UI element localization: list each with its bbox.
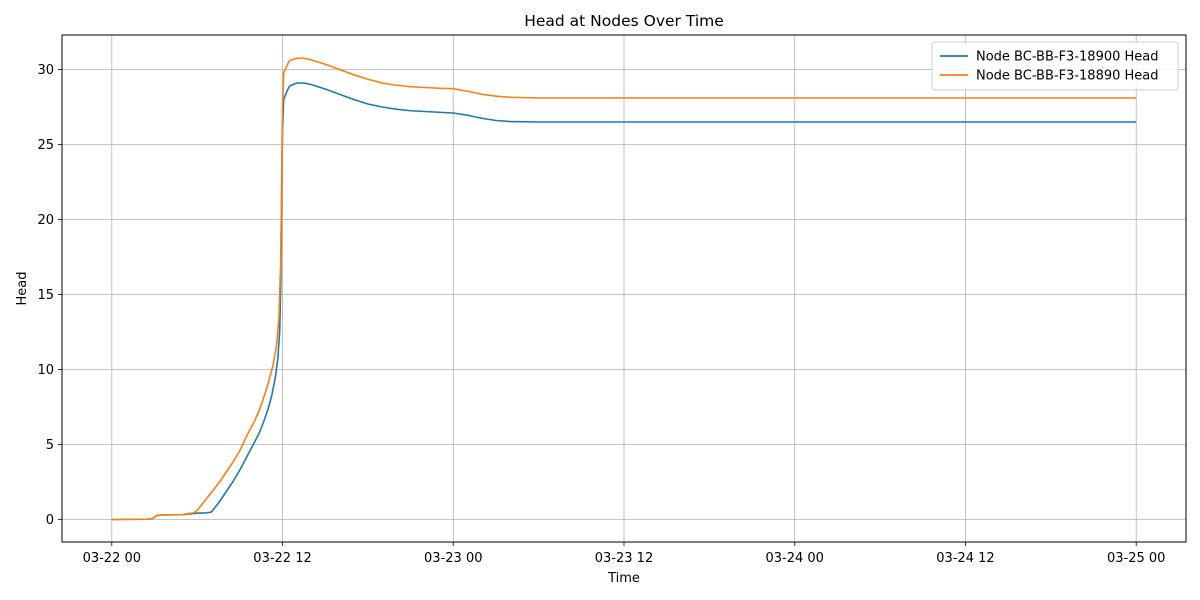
- chart-title: Head at Nodes Over Time: [524, 12, 724, 30]
- x-axis-title: Time: [607, 571, 640, 586]
- x-axis-ticks: 03-22 00 03-22 12 03-23 00 03-23 12 03-24 00…: [83, 542, 1165, 566]
- y-tick-label: 30: [37, 63, 54, 78]
- y-tick-label: 25: [37, 138, 54, 153]
- x-tick-label: 03-22 00: [83, 551, 141, 566]
- x-tick-label: 03-23 12: [595, 551, 653, 566]
- x-tick-label: 03-25 00: [1107, 551, 1165, 566]
- x-tick-label: 03-24 00: [766, 551, 824, 566]
- y-tick-label: 10: [37, 363, 54, 378]
- y-tick-label: 20: [37, 213, 54, 228]
- y-axis-ticks: 0 5 10 15 20 25 30: [37, 63, 62, 528]
- y-tick-label: 0: [46, 513, 54, 528]
- series-line-2: [111, 57, 1137, 521]
- x-tick-label: 03-22 12: [253, 551, 311, 566]
- y-axis-title: Head: [15, 272, 30, 306]
- x-tick-label: 03-23 00: [424, 551, 482, 566]
- y-tick-label: 5: [46, 438, 54, 453]
- y-tick-label: 15: [37, 288, 54, 303]
- legend-label: Node BC-BB-F3-18900 Head: [976, 50, 1159, 65]
- series-layer: [111, 57, 1137, 521]
- legend-label: Node BC-BB-F3-18890 Head: [976, 69, 1159, 84]
- x-tick-label: 03-24 12: [936, 551, 994, 566]
- legend: Node BC-BB-F3-18900 Head Node BC-BB-F3-18…: [931, 41, 1179, 91]
- grid-lines: [62, 35, 1186, 542]
- legend-box: [931, 41, 1179, 91]
